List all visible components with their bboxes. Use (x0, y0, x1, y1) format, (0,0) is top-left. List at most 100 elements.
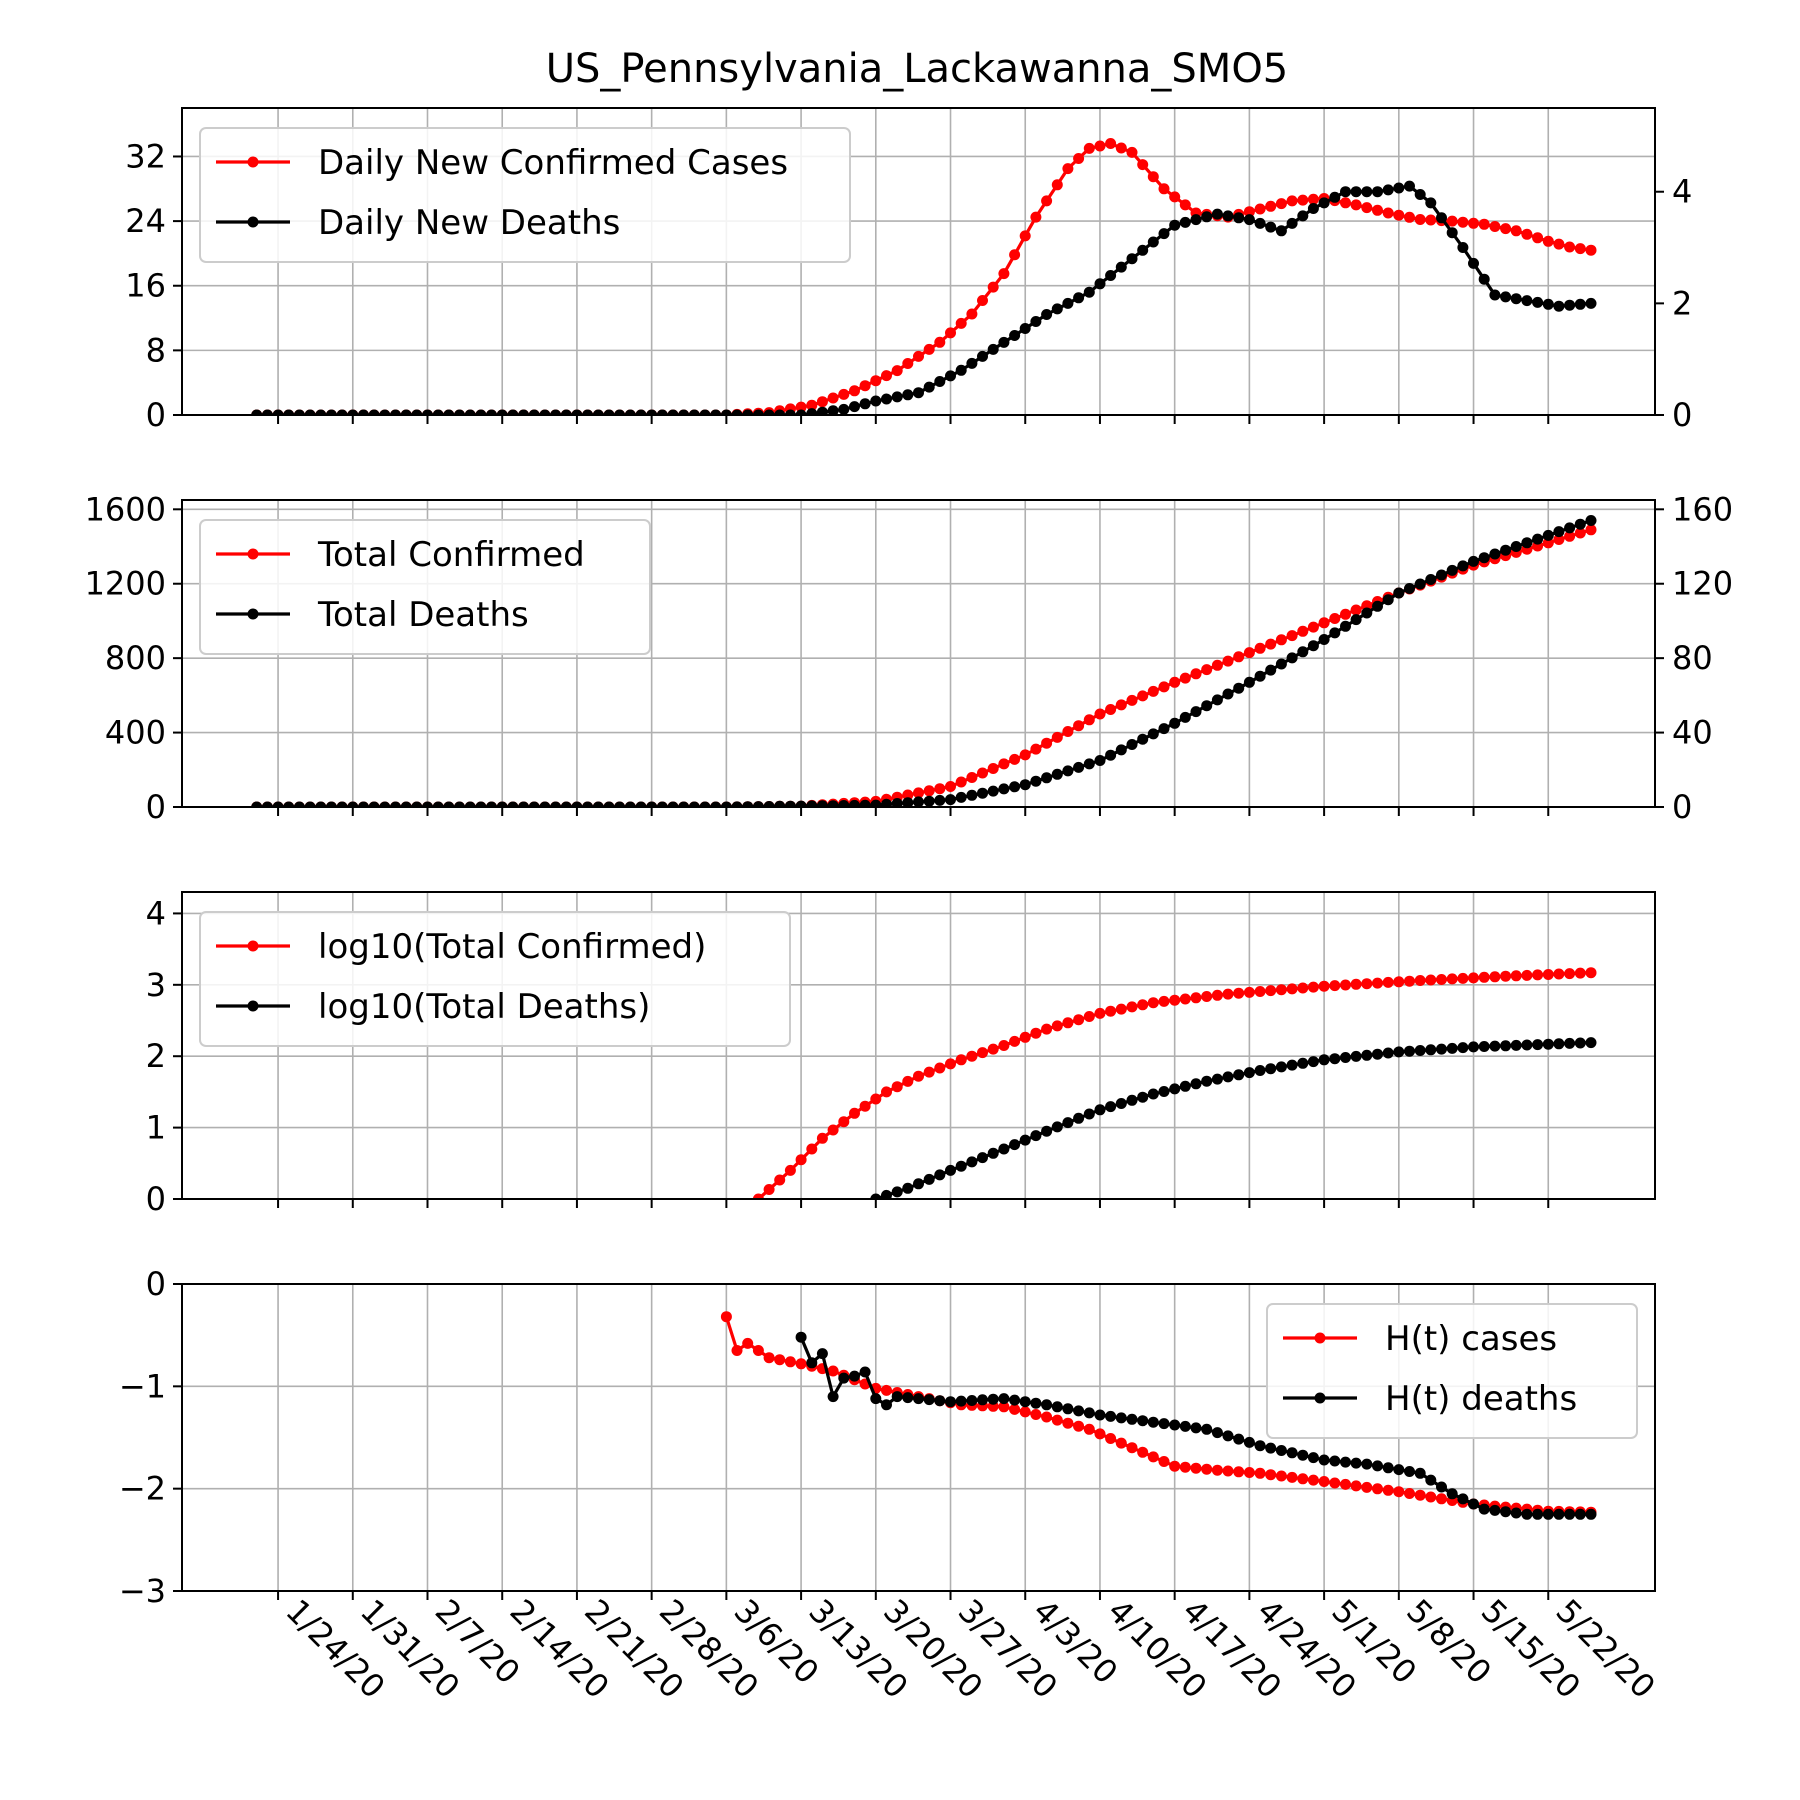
data-point (806, 1357, 818, 1369)
data-point (1275, 198, 1287, 210)
data-point (1041, 1023, 1053, 1035)
panel-3: 0 1 2 3 4 log10(Total Confirmed) log10(Total D… (146, 891, 1656, 1218)
data-point (1329, 1455, 1341, 1467)
data-point (795, 409, 807, 415)
data-point (1436, 1043, 1447, 1055)
data-point (1137, 244, 1149, 256)
data-point (838, 800, 850, 807)
data-point (1041, 195, 1053, 207)
data-point (998, 268, 1010, 280)
data-point (1414, 189, 1426, 200)
data-point (582, 801, 594, 807)
data-point (1404, 211, 1415, 223)
data-point (1553, 1038, 1565, 1050)
data-point (1414, 1045, 1426, 1056)
data-point (816, 1132, 828, 1144)
data-point (1340, 608, 1351, 620)
data-point (293, 801, 305, 807)
data-point (1009, 753, 1021, 765)
data-point (1318, 980, 1330, 992)
data-point (368, 409, 380, 415)
data-point (1265, 985, 1277, 997)
data-point (1542, 1508, 1554, 1520)
data-point (870, 1093, 882, 1105)
data-point (1243, 206, 1255, 218)
legend-swatch-marker (247, 608, 259, 620)
data-point (1126, 253, 1138, 265)
data-point (1243, 1067, 1255, 1079)
data-point (1382, 594, 1394, 606)
data-point (1307, 981, 1319, 993)
data-point (1019, 779, 1031, 791)
data-point (1073, 1014, 1085, 1026)
data-point (1009, 330, 1021, 341)
data-point (1307, 1056, 1319, 1068)
data-point (1275, 984, 1287, 996)
legend: H(t) cases H(t) deaths (1266, 1303, 1638, 1439)
data-point (699, 409, 711, 415)
data-point (923, 785, 935, 797)
data-point (1211, 989, 1223, 1001)
data-point (1510, 541, 1522, 552)
data-point (1094, 1409, 1106, 1421)
data-point (849, 799, 860, 807)
data-point (1243, 214, 1255, 226)
data-point (945, 1058, 956, 1070)
data-point (1254, 1467, 1266, 1479)
data-point (1190, 214, 1202, 226)
data-point (283, 801, 295, 807)
data-point (1243, 676, 1255, 688)
data-point (966, 1050, 978, 1062)
axes-frame (181, 499, 1656, 808)
data-point (1179, 1080, 1191, 1092)
data-point (902, 797, 914, 807)
data-point (1393, 587, 1405, 599)
data-point (1222, 1430, 1234, 1442)
data-point (1425, 197, 1437, 209)
data-point (881, 1399, 892, 1411)
data-point (475, 409, 487, 415)
data-point (1297, 982, 1309, 994)
data-point (1073, 153, 1085, 164)
data-point (934, 376, 946, 387)
data-point (1137, 999, 1149, 1011)
data-point (261, 409, 273, 415)
data-point (945, 1164, 956, 1176)
data-point (1019, 323, 1031, 334)
data-point (667, 409, 679, 415)
data-point (816, 800, 828, 807)
data-point (603, 801, 615, 807)
data-point (1446, 215, 1458, 227)
data-point (592, 801, 604, 807)
data-point (1275, 1061, 1287, 1073)
data-point (1468, 257, 1479, 269)
legend-label: Daily New Confirmed Cases (318, 143, 788, 183)
data-point (1179, 1461, 1191, 1473)
data-point (998, 1401, 1010, 1413)
data-point (603, 409, 615, 415)
data-point (1169, 1083, 1181, 1095)
data-point (1318, 617, 1330, 629)
data-point (923, 381, 935, 393)
data-point (1051, 303, 1063, 315)
data-point (528, 409, 540, 415)
data-point (742, 409, 754, 415)
data-point (1190, 1422, 1202, 1434)
data-point (624, 409, 636, 415)
data-point (913, 787, 924, 799)
data-point (774, 800, 786, 807)
data-point (1062, 1117, 1074, 1129)
data-point (1318, 1454, 1330, 1466)
data-point (432, 801, 444, 807)
data-point (870, 1193, 882, 1199)
data-point (913, 1070, 924, 1082)
data-point (1372, 600, 1383, 612)
data-point (987, 785, 999, 797)
data-point (1307, 1474, 1319, 1486)
series-h-t-deaths (795, 1331, 1597, 1520)
data-point (1393, 1464, 1405, 1476)
data-point (891, 1186, 903, 1198)
data-point (1126, 1413, 1138, 1425)
data-point (881, 798, 892, 807)
data-point (1425, 974, 1437, 986)
